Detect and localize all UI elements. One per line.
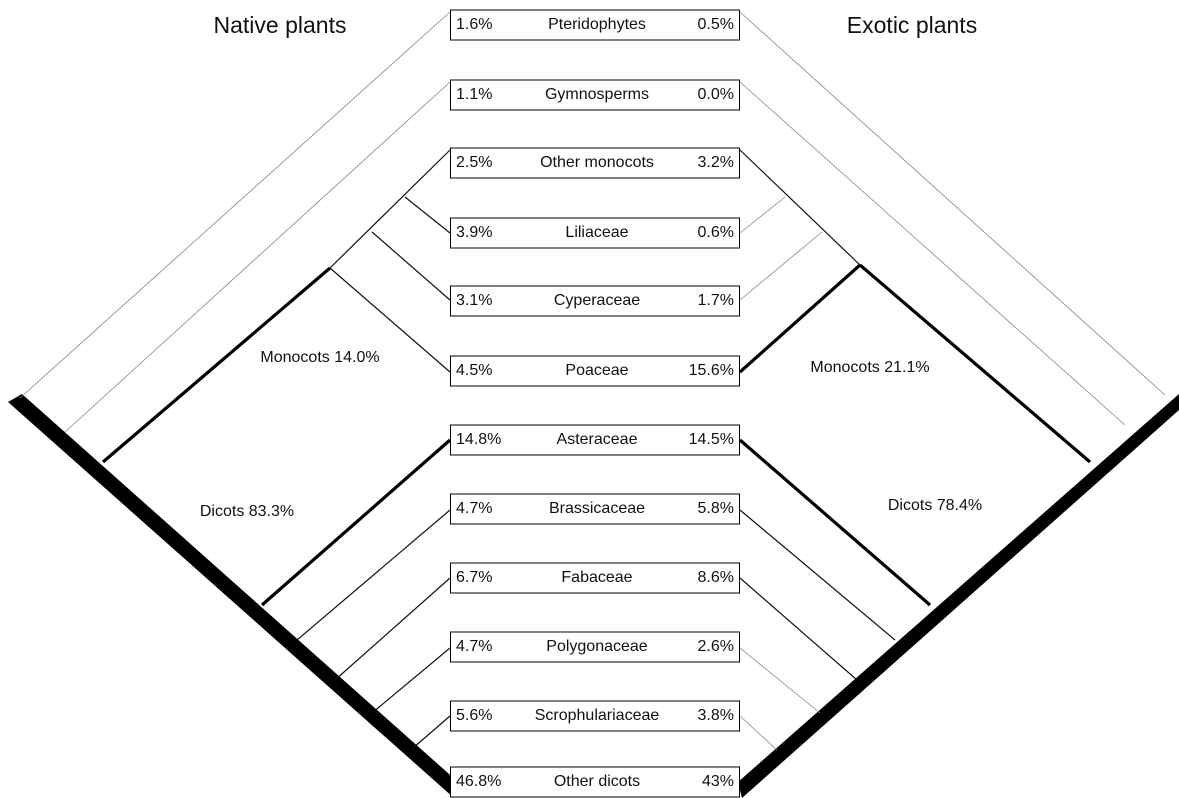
exotic-percent: 1.7% — [698, 292, 734, 309]
native-percent: 2.5% — [456, 154, 492, 171]
taxon-name: Asteraceae — [557, 431, 638, 448]
exotic-percent: 0.6% — [698, 224, 734, 241]
group-label: Monocots 14.0% — [260, 349, 379, 366]
row-box — [450, 217, 740, 249]
exotic-percent: 5.8% — [698, 500, 734, 517]
right-title: Exotic plants — [847, 12, 977, 38]
left-title: Native plants — [214, 12, 347, 38]
taxon-name: Brassicaceae — [549, 500, 645, 517]
row-box — [450, 424, 740, 456]
native-percent: 3.9% — [456, 224, 492, 241]
row-box — [450, 631, 740, 663]
exotic-percent: 3.2% — [698, 154, 734, 171]
taxon-name: Gymnosperms — [545, 86, 649, 103]
native-percent: 5.6% — [456, 707, 492, 724]
native-trunk — [8, 394, 458, 798]
taxon-name: Scrophulariaceae — [535, 707, 660, 724]
taxon-name: Pteridophytes — [548, 16, 646, 33]
exotic-percent: 3.8% — [698, 707, 734, 724]
native-percent: 4.7% — [456, 500, 492, 517]
taxon-name: Other monocots — [540, 154, 654, 171]
taxon-name: Liliaceae — [565, 224, 628, 241]
native-percent: 1.1% — [456, 86, 492, 103]
native-percent: 3.1% — [456, 292, 492, 309]
native-percent: 4.5% — [456, 362, 492, 379]
exotic-percent: 2.6% — [698, 638, 734, 655]
row-box — [450, 79, 740, 111]
native-percent: 6.7% — [456, 569, 492, 586]
row-box — [450, 562, 740, 594]
exotic-percent: 0.0% — [698, 86, 734, 103]
tree-lines — [8, 11, 1179, 798]
row-box — [450, 493, 740, 525]
native-percent: 14.8% — [456, 431, 501, 448]
row-box — [450, 147, 740, 179]
group-label: Dicots 83.3% — [200, 503, 294, 520]
taxon-name: Poaceae — [565, 362, 628, 379]
exotic-percent: 0.5% — [698, 16, 734, 33]
row-box — [450, 285, 740, 317]
group-label: Monocots 21.1% — [810, 359, 929, 376]
exotic-percent: 14.5% — [689, 431, 734, 448]
row-box — [450, 700, 740, 732]
taxon-name: Cyperaceae — [554, 292, 640, 309]
row-box — [450, 9, 740, 41]
exotic-percent: 43% — [702, 773, 734, 790]
row-box — [450, 355, 740, 387]
row-box — [450, 766, 740, 798]
native-percent: 46.8% — [456, 773, 501, 790]
native-percent: 4.7% — [456, 638, 492, 655]
exotic-percent: 15.6% — [689, 362, 734, 379]
taxon-name: Polygonaceae — [546, 638, 648, 655]
native-percent: 1.6% — [456, 16, 492, 33]
taxon-name: Other dicots — [554, 773, 640, 790]
taxon-name: Fabaceae — [561, 569, 632, 586]
exotic-trunk — [738, 394, 1179, 798]
group-label: Dicots 78.4% — [888, 497, 982, 514]
exotic-percent: 8.6% — [698, 569, 734, 586]
